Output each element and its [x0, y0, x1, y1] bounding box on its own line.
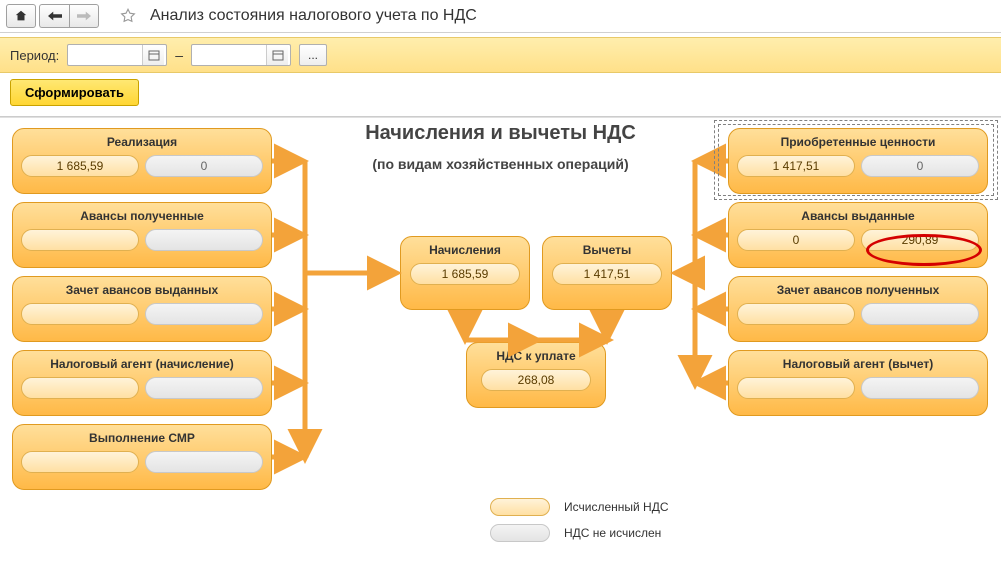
- node-deductions[interactable]: Вычеты 1 417,51: [542, 236, 672, 310]
- date-from-input[interactable]: [68, 48, 142, 62]
- value-pill: 0: [861, 155, 979, 177]
- node-title: Реализация: [13, 129, 271, 149]
- node-title: Налоговый агент (начисление): [13, 351, 271, 371]
- generate-button[interactable]: Сформировать: [10, 79, 139, 106]
- node-title: Авансы выданные: [729, 203, 987, 223]
- node-title: Начисления: [401, 237, 529, 257]
- value-pill: [861, 377, 979, 399]
- value-pill: [145, 229, 263, 251]
- home-icon: [14, 9, 28, 23]
- back-button[interactable]: [39, 4, 69, 28]
- node-tax-agent-accrual[interactable]: Налоговый агент (начисление): [12, 350, 272, 416]
- date-from-field[interactable]: [67, 44, 167, 66]
- arrow-right-icon: [77, 11, 91, 21]
- node-title: Зачет авансов выданных: [13, 277, 271, 297]
- action-bar: Сформировать: [0, 73, 1001, 117]
- date-to-input[interactable]: [192, 48, 266, 62]
- legend: Исчисленный НДС НДС не исчислен: [490, 498, 669, 550]
- node-offset-adv-received[interactable]: Зачет авансов полученных: [728, 276, 988, 342]
- calendar-icon[interactable]: [266, 45, 288, 65]
- node-title: Приобретенные ценности: [729, 129, 987, 149]
- legend-swatch-grey: [490, 524, 550, 542]
- value-pill: [21, 451, 139, 473]
- node-title: Авансы полученные: [13, 203, 271, 223]
- value-pill: 1 417,51: [737, 155, 855, 177]
- page-title: Анализ состояния налогового учета по НДС: [150, 7, 477, 25]
- period-more-button[interactable]: ...: [299, 44, 327, 66]
- node-construction[interactable]: Выполнение СМР: [12, 424, 272, 490]
- node-tax-agent-deduct[interactable]: Налоговый агент (вычет): [728, 350, 988, 416]
- period-dash: –: [175, 47, 183, 63]
- node-title: НДС к уплате: [467, 343, 605, 363]
- value-pill: [861, 303, 979, 325]
- value-pill: 268,08: [481, 369, 591, 391]
- arrow-left-icon: [48, 11, 62, 21]
- nav-group: [39, 4, 99, 28]
- value-pill: [21, 303, 139, 325]
- node-title: Зачет авансов полученных: [729, 277, 987, 297]
- node-vat-payable[interactable]: НДС к уплате 268,08: [466, 342, 606, 408]
- star-icon[interactable]: [119, 7, 137, 25]
- node-realization[interactable]: Реализация 1 685,59 0: [12, 128, 272, 194]
- value-pill: 1 417,51: [552, 263, 662, 285]
- legend-label: Исчисленный НДС: [564, 500, 669, 514]
- node-advances-received[interactable]: Авансы полученные: [12, 202, 272, 268]
- toolbar: Анализ состояния налогового учета по НДС: [0, 0, 1001, 33]
- value-pill: [737, 377, 855, 399]
- period-label: Период:: [10, 48, 59, 63]
- home-button[interactable]: [6, 4, 36, 28]
- value-pill: [145, 377, 263, 399]
- diagram: Начисления и вычеты НДС (по видам хозяйс…: [0, 117, 1001, 557]
- node-title: Налоговый агент (вычет): [729, 351, 987, 371]
- node-title: Вычеты: [543, 237, 671, 257]
- value-pill: 1 685,59: [21, 155, 139, 177]
- forward-button[interactable]: [69, 4, 99, 28]
- value-pill: [737, 303, 855, 325]
- legend-label: НДС не исчислен: [564, 526, 661, 540]
- value-pill: 0: [145, 155, 263, 177]
- node-advances-issued[interactable]: Авансы выданные 0 290,89: [728, 202, 988, 268]
- value-pill: [21, 229, 139, 251]
- node-accruals[interactable]: Начисления 1 685,59: [400, 236, 530, 310]
- date-to-field[interactable]: [191, 44, 291, 66]
- node-offset-adv-issued[interactable]: Зачет авансов выданных: [12, 276, 272, 342]
- node-title: Выполнение СМР: [13, 425, 271, 445]
- value-pill: 290,89: [861, 229, 979, 251]
- value-pill: [21, 377, 139, 399]
- calendar-icon[interactable]: [142, 45, 164, 65]
- value-pill: [145, 303, 263, 325]
- legend-swatch-orange: [490, 498, 550, 516]
- value-pill: [145, 451, 263, 473]
- node-acquired-values[interactable]: Приобретенные ценности 1 417,51 0: [728, 128, 988, 194]
- value-pill: 1 685,59: [410, 263, 520, 285]
- value-pill: 0: [737, 229, 855, 251]
- period-bar: Период: – ...: [0, 37, 1001, 73]
